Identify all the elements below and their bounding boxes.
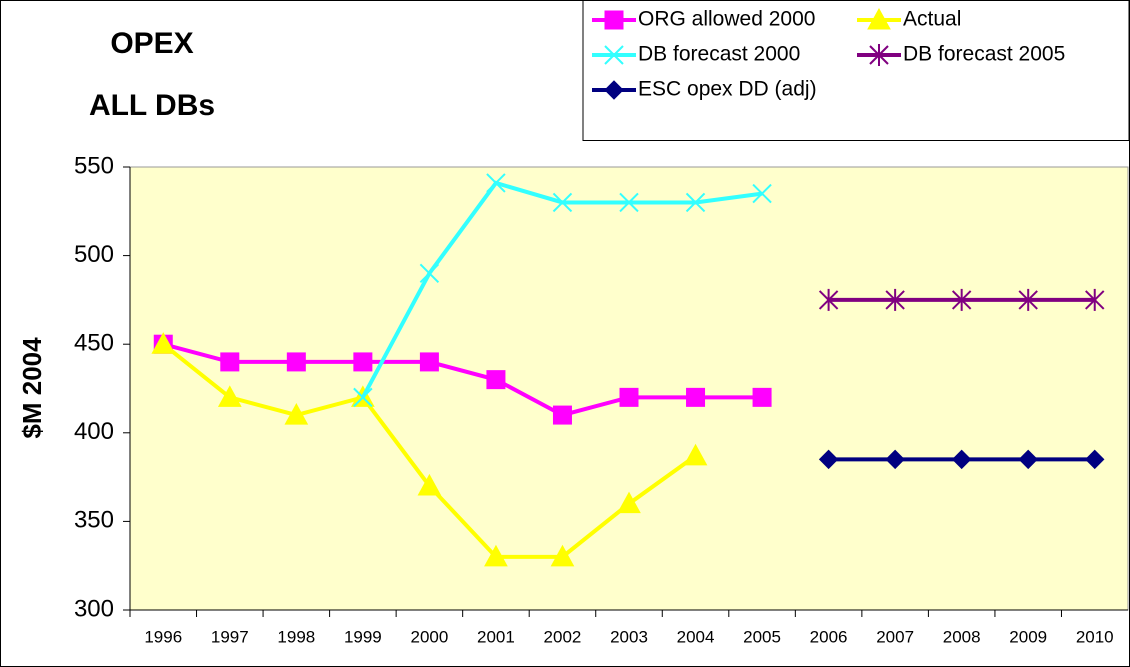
marker-stroke (419, 263, 440, 284)
x-tick-label: 1999 (344, 627, 382, 646)
legend-label: DB forecast 2000 (638, 43, 800, 66)
legend-label: ORG allowed 2000 (638, 8, 815, 31)
marker-diamond (1018, 449, 1038, 470)
y-tick-label: 450 (74, 330, 114, 357)
marker-stroke (353, 387, 373, 408)
marker-square (552, 405, 572, 425)
marker-square (752, 387, 772, 407)
legend-label: ESC opex DD (adj) (638, 78, 817, 101)
x-tick-label: 1996 (144, 627, 182, 646)
marker-triangle (683, 443, 708, 466)
x-tick-label: 2004 (677, 627, 715, 646)
marker-diamond (951, 449, 972, 470)
x-tick-label: 2003 (610, 627, 648, 646)
y-tick-label: 350 (74, 507, 114, 534)
marker-square (286, 352, 306, 372)
legend-label: Actual (903, 8, 961, 31)
marker-x (752, 183, 772, 204)
x-tick-label: 1998 (277, 627, 315, 646)
legend-item: DB forecast 2000 (592, 43, 800, 66)
marker-x (353, 387, 373, 408)
marker-square (686, 387, 706, 407)
marker-stroke (552, 192, 573, 213)
marker-asterisk (818, 288, 839, 311)
x-tick-label: 2009 (1009, 627, 1047, 646)
x-tick-label: 2010 (1076, 627, 1114, 646)
legend-item: ESC opex DD (adj) (592, 78, 817, 101)
marker-triangle (417, 473, 442, 496)
y-tick-label: 400 (74, 418, 114, 445)
y-tick-label: 300 (74, 595, 114, 622)
x-tick-label: 2001 (477, 627, 515, 646)
marker-stroke (619, 192, 639, 213)
y-tick-label: 500 (74, 241, 114, 268)
x-tick-label: 2005 (743, 627, 781, 646)
marker-square (604, 10, 624, 30)
marker-square (220, 352, 240, 372)
marker-x (604, 45, 624, 65)
legend-box (582, 0, 1130, 141)
marker-asterisk (1085, 288, 1105, 311)
marker-square (419, 352, 439, 372)
marker-diamond (1085, 449, 1105, 470)
legend-label: DB forecast 2005 (903, 43, 1065, 66)
marker-diamond (885, 449, 905, 470)
marker-x (486, 173, 506, 193)
marker-stroke (486, 173, 506, 193)
marker-asterisk (951, 288, 972, 311)
y-axis-label: $M 2004 (17, 337, 47, 439)
marker-x (685, 192, 706, 213)
marker-square (619, 387, 639, 407)
marker-triangle (867, 7, 891, 30)
series-line (162, 342, 763, 418)
marker-square (353, 352, 373, 372)
marker-asterisk (885, 288, 905, 311)
marker-triangle (550, 544, 575, 567)
marker-square (486, 370, 506, 390)
marker-x (619, 192, 639, 213)
chart-title: OPEX (110, 27, 193, 60)
marker-triangle (284, 403, 309, 425)
x-tick-label: 1997 (211, 627, 249, 646)
marker-x (552, 192, 573, 213)
x-tick-label: 2002 (544, 627, 582, 646)
marker-stroke (604, 45, 624, 65)
legend-item: ORG allowed 2000 (592, 8, 815, 31)
marker-stroke (752, 183, 772, 204)
marker-asterisk (869, 44, 889, 66)
legend-item: DB forecast 2005 (857, 43, 1065, 66)
x-tick-label: 2008 (943, 627, 981, 646)
marker-diamond (604, 80, 624, 100)
marker-triangle (151, 332, 176, 354)
y-tick-label: 550 (74, 152, 114, 179)
chart-title: ALL DBs (89, 89, 215, 122)
marker-diamond (818, 449, 839, 470)
marker-triangle (617, 491, 641, 514)
marker-triangle (484, 544, 508, 567)
marker-x (419, 263, 440, 284)
legend-item: Actual (857, 8, 961, 31)
x-tick-label: 2000 (410, 627, 448, 646)
x-tick-label: 2006 (810, 627, 848, 646)
x-tick-label: 2007 (876, 627, 914, 646)
marker-stroke (685, 192, 706, 213)
marker-triangle (217, 385, 242, 407)
marker-asterisk (1018, 288, 1038, 311)
